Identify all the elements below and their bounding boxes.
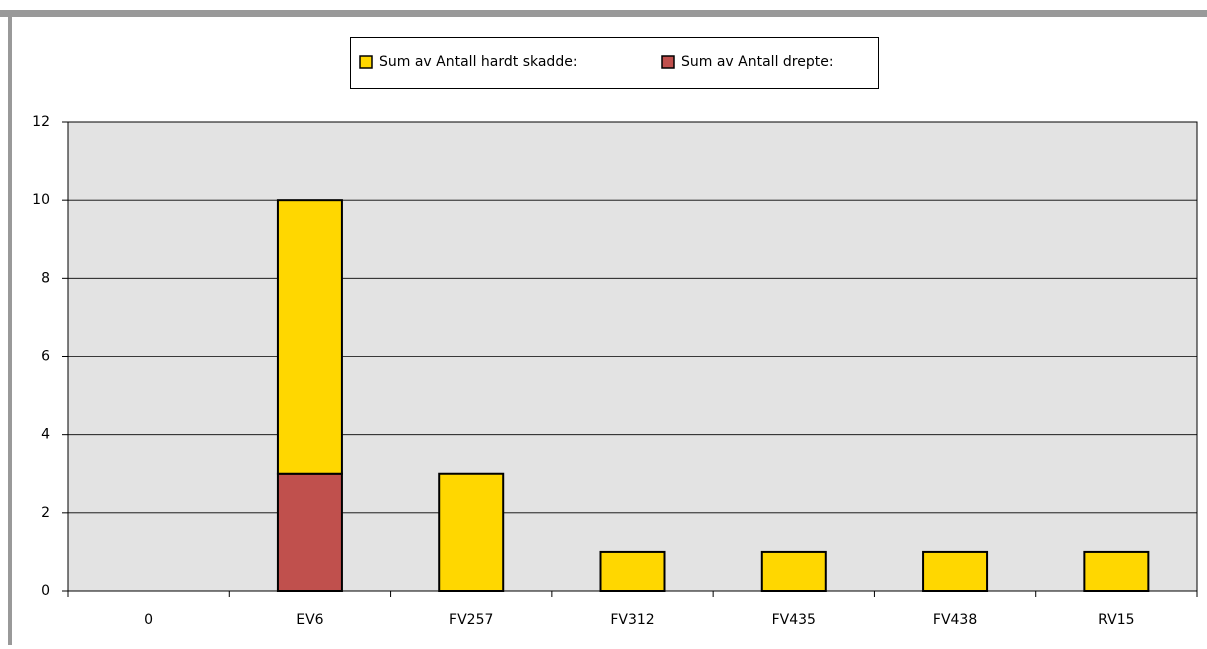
y-tick-label: 6 [41,349,50,365]
bar [276,199,343,475]
y-tick-label: 0 [41,583,50,599]
x-tick-label: 0 [144,612,153,628]
y-tick-label: 12 [32,114,50,130]
bar [760,550,827,593]
legend [350,37,879,89]
legend-swatch [359,55,373,69]
x-tick-label: FV438 [933,612,977,628]
x-tick-label: RV15 [1098,612,1134,628]
y-tick-label: 2 [41,505,50,521]
bar [1083,550,1150,593]
bar [438,472,505,592]
legend-label: Sum av Antall drepte: [681,54,834,70]
left-border [8,10,12,645]
top-border [0,10,1207,17]
x-tick-label: FV257 [449,612,493,628]
y-tick-label: 4 [41,427,50,443]
x-tick-label: EV6 [296,612,323,628]
legend-swatch [661,55,675,69]
bar [599,550,666,593]
x-tick-label: FV312 [610,612,654,628]
bar [922,550,989,593]
legend-label: Sum av Antall hardt skadde: [379,54,578,70]
x-tick-label: FV435 [772,612,816,628]
y-tick-label: 8 [41,270,50,286]
bar [276,472,343,592]
y-tick-label: 10 [32,192,50,208]
